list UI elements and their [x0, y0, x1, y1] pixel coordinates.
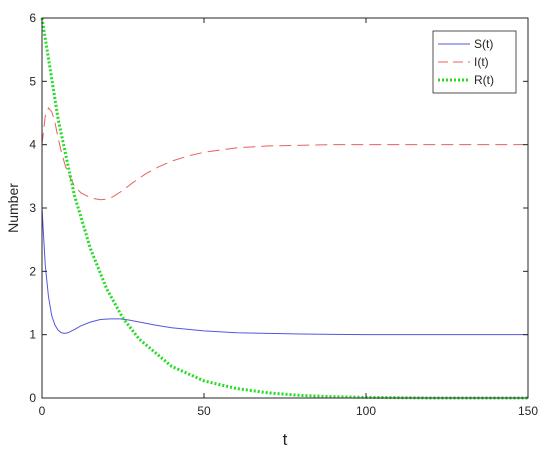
y-tick-label: 2: [29, 264, 36, 278]
y-tick-label: 4: [29, 138, 36, 152]
series-line-2: [41, 106, 528, 201]
x-tick-label: 0: [39, 404, 46, 418]
series-layer: [40, 17, 528, 400]
x-tick-label: 50: [197, 404, 211, 418]
legend-label-1: S(t): [474, 37, 493, 51]
legend-label-2: I(t): [474, 55, 489, 69]
y-tick-label: 5: [29, 74, 36, 88]
y-tick-label: 0: [29, 391, 36, 405]
y-tick-label: 1: [29, 328, 36, 342]
y-tick-label: 6: [29, 11, 36, 25]
x-tick-label: 150: [518, 404, 538, 418]
legend: S(t) I(t) R(t): [432, 30, 517, 94]
y-tick-label: 3: [29, 201, 36, 215]
y-axis-label: Number: [5, 183, 21, 233]
x-axis-label: t: [283, 430, 288, 449]
ticks-layer: 0 50 100 150 0 1 2 3 4 5 6: [29, 11, 538, 418]
x-tick-label: 100: [356, 404, 376, 418]
series-line-3: [40, 17, 528, 400]
series-line-1: [41, 207, 528, 336]
legend-label-3: R(t): [474, 73, 494, 87]
